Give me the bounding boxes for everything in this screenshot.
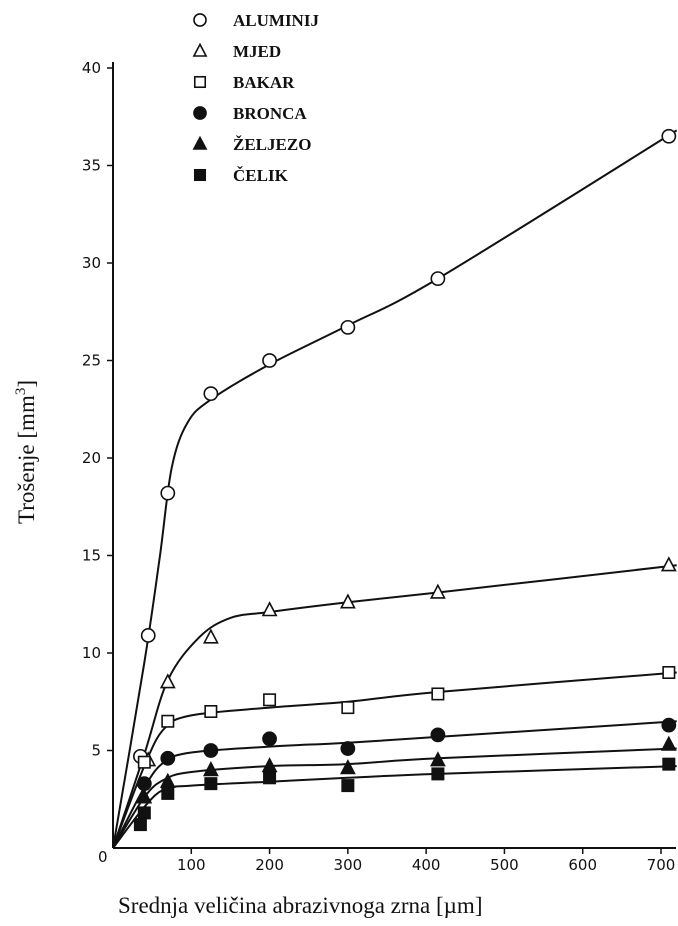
point-bronca xyxy=(160,750,176,766)
y-axis-title-end: ] xyxy=(14,380,39,388)
point-mjed xyxy=(429,583,446,599)
y-axis-title-superscript: 3 xyxy=(13,388,29,396)
point-bronca xyxy=(340,741,356,756)
point-bakar xyxy=(341,701,355,715)
legend-marker-bronca xyxy=(193,106,207,120)
point-celik xyxy=(431,767,445,781)
point-bakar xyxy=(204,704,218,718)
point-bronca xyxy=(661,717,677,733)
curve-celik xyxy=(112,765,677,849)
legend-label-aluminij: ALUMINIJ xyxy=(233,11,319,30)
axes: 0 xyxy=(98,62,676,866)
x-tick-label: 600 xyxy=(568,856,597,874)
y-tick-label: 5 xyxy=(91,742,101,760)
y-tick-label: 15 xyxy=(82,547,101,565)
data-points xyxy=(132,128,677,832)
x-tick-label: 100 xyxy=(177,856,206,874)
legend-marker-zeljezo xyxy=(192,135,208,150)
point-mjed xyxy=(261,601,278,617)
point-celik xyxy=(263,771,277,785)
point-zeljezo xyxy=(202,761,219,777)
point-celik xyxy=(161,786,175,800)
point-zeljezo xyxy=(136,788,153,804)
curve-mjed xyxy=(112,564,677,849)
y-tick-label: 30 xyxy=(82,254,101,272)
point-zeljezo xyxy=(660,735,677,751)
point-zeljezo xyxy=(339,759,356,775)
point-bakar xyxy=(662,665,676,679)
legend-label-celik: ČELIK xyxy=(233,166,289,185)
point-celik xyxy=(204,777,218,791)
point-mjed xyxy=(202,628,219,644)
point-bakar xyxy=(431,687,445,701)
point-bronca xyxy=(136,776,152,792)
tick-marks: 5 10 15 20 25 30 35 40 100 200 300 400 500 600 700 xyxy=(82,59,675,874)
legend-marker-bakar xyxy=(193,75,207,89)
x-tick-label: 200 xyxy=(255,856,284,874)
point-bronca xyxy=(430,727,446,743)
point-aluminij xyxy=(160,485,176,501)
point-celik xyxy=(662,757,676,771)
point-aluminij xyxy=(340,319,356,335)
point-aluminij xyxy=(661,128,677,144)
point-aluminij xyxy=(262,353,277,368)
legend-marker-celik xyxy=(193,168,207,182)
curve-zeljezo xyxy=(112,747,677,849)
point-bronca xyxy=(262,731,277,747)
point-aluminij xyxy=(140,628,156,643)
y-tick-label: 10 xyxy=(82,644,101,662)
y-tick-label: 20 xyxy=(82,449,101,467)
point-aluminij xyxy=(203,386,219,402)
point-celik xyxy=(137,806,151,820)
legend-label-bakar: BAKAR xyxy=(233,73,295,92)
point-bakar xyxy=(161,714,175,728)
point-celik xyxy=(341,779,355,793)
y-axis-title-main: Trošenje [mm xyxy=(14,395,39,524)
y-tick-label: 35 xyxy=(82,157,101,175)
legend-label-zeljezo: ŽELJEZO xyxy=(233,135,311,154)
x-tick-label: 500 xyxy=(490,856,519,874)
x-origin-label: 0 xyxy=(98,848,108,866)
point-mjed xyxy=(159,673,176,689)
point-mjed xyxy=(660,556,677,572)
legend-label-mjed: MJED xyxy=(233,42,281,61)
legend-label-bronca: BRONCA xyxy=(233,104,307,123)
y-tick-label: 40 xyxy=(82,59,101,77)
fitted-curves xyxy=(112,129,678,849)
x-tick-label: 700 xyxy=(647,856,676,874)
point-zeljezo xyxy=(429,751,446,767)
point-aluminij xyxy=(430,271,446,286)
y-tick-label: 25 xyxy=(82,352,101,370)
point-celik xyxy=(133,818,147,832)
x-tick-label: 300 xyxy=(334,856,363,874)
x-axis-title: Srednja veličina abrazivnoga zrna [µm] xyxy=(118,893,482,918)
point-mjed xyxy=(339,593,356,609)
y-axis-title: Trošenje [mm3] xyxy=(13,380,39,524)
x-tick-label: 400 xyxy=(412,856,441,874)
legend-marker-aluminij xyxy=(193,13,207,27)
point-bakar xyxy=(263,693,277,707)
legend-marker-mjed xyxy=(192,42,208,57)
point-bronca xyxy=(203,743,219,758)
point-bakar xyxy=(137,755,151,769)
legend: ALUMINIJ MJED BAKAR BRONCA ŽELJEZO ČELIK xyxy=(192,11,319,185)
